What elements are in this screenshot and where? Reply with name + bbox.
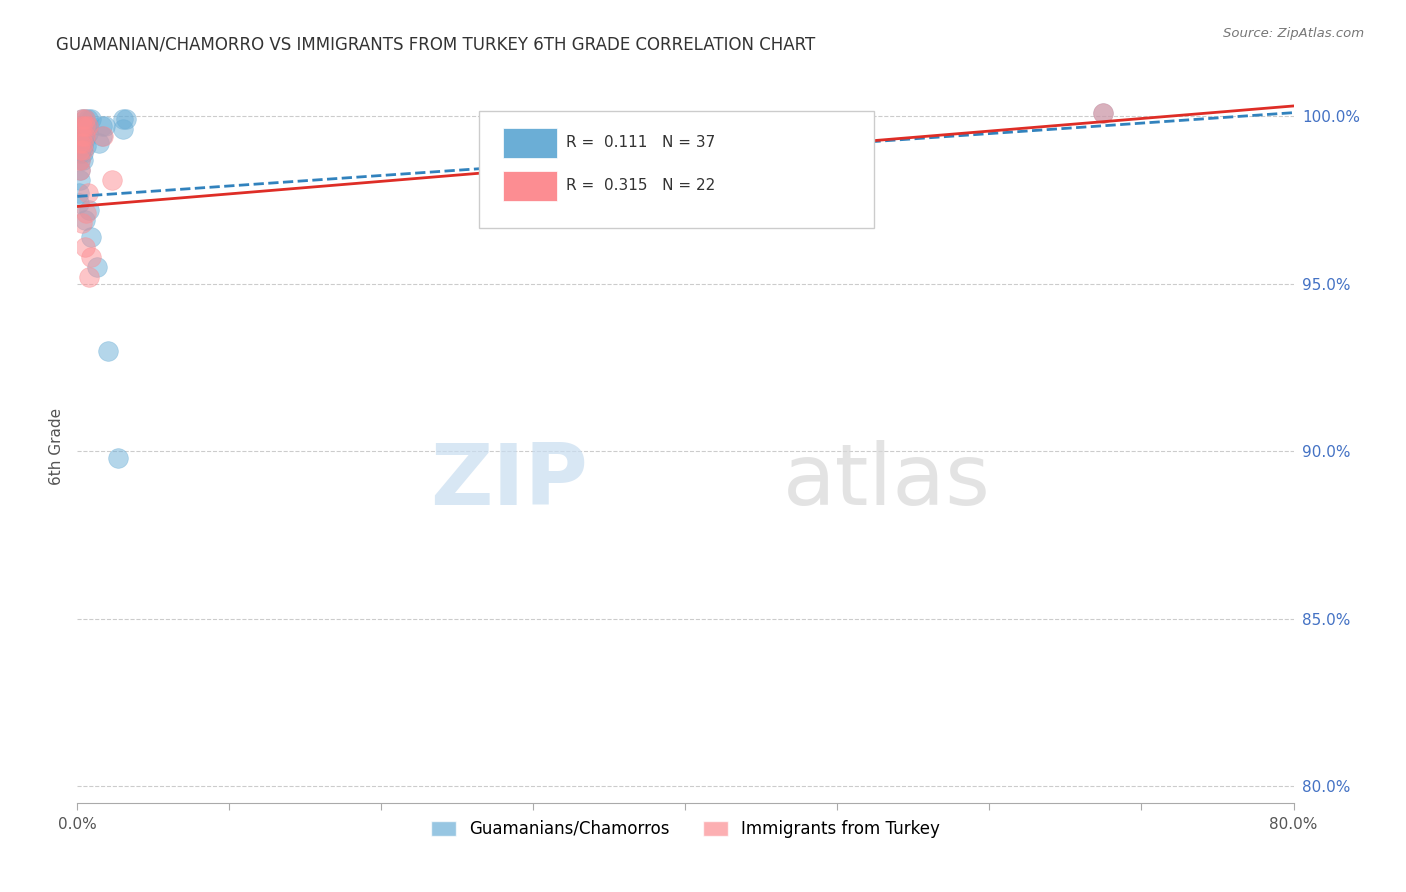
Point — [73, 119, 96, 133]
Point — [73, 240, 96, 254]
Point — [80, 250, 103, 264]
Text: GUAMANIAN/CHAMORRO VS IMMIGRANTS FROM TURKEY 6TH GRADE CORRELATION CHART: GUAMANIAN/CHAMORRO VS IMMIGRANTS FROM TU… — [56, 36, 815, 54]
Point — [67, 186, 90, 200]
FancyBboxPatch shape — [503, 171, 557, 202]
Point — [69, 136, 91, 150]
Point — [73, 212, 96, 227]
Point — [69, 162, 91, 177]
Point — [70, 129, 93, 144]
Point — [72, 153, 94, 167]
Point — [77, 112, 100, 127]
Point — [73, 112, 96, 127]
Point — [73, 126, 96, 140]
Point — [1092, 105, 1115, 120]
Point — [90, 129, 112, 144]
Point — [72, 145, 94, 160]
Point — [69, 172, 91, 186]
Point — [73, 129, 96, 144]
Point — [80, 229, 103, 244]
Point — [70, 112, 93, 127]
Point — [111, 122, 134, 136]
Point — [72, 143, 94, 157]
Point — [69, 139, 91, 153]
Point — [75, 206, 97, 220]
Point — [90, 119, 112, 133]
Text: Source: ZipAtlas.com: Source: ZipAtlas.com — [1223, 27, 1364, 40]
Point — [93, 119, 115, 133]
Point — [70, 119, 93, 133]
Point — [86, 260, 108, 274]
Point — [77, 119, 100, 133]
Point — [77, 186, 100, 200]
Point — [70, 216, 93, 230]
Point — [97, 343, 120, 358]
Point — [115, 112, 138, 127]
Y-axis label: 6th Grade: 6th Grade — [49, 408, 65, 484]
Point — [111, 112, 134, 127]
Point — [79, 269, 101, 284]
Point — [69, 143, 91, 157]
Point — [70, 119, 93, 133]
Point — [69, 162, 91, 177]
Point — [101, 172, 124, 186]
Point — [70, 126, 93, 140]
Text: R =  0.111   N = 37: R = 0.111 N = 37 — [567, 136, 716, 150]
Point — [80, 112, 103, 127]
Point — [75, 139, 97, 153]
Point — [1092, 105, 1115, 120]
FancyBboxPatch shape — [478, 111, 875, 228]
FancyBboxPatch shape — [503, 128, 557, 159]
Text: ZIP: ZIP — [430, 440, 588, 524]
Point — [77, 119, 100, 133]
Legend: Guamanians/Chamorros, Immigrants from Turkey: Guamanians/Chamorros, Immigrants from Tu… — [425, 814, 946, 845]
Point — [69, 153, 91, 167]
Text: atlas: atlas — [783, 440, 991, 524]
Point — [79, 202, 101, 217]
Point — [70, 112, 93, 127]
Point — [87, 136, 110, 150]
Point — [69, 153, 91, 167]
Point — [107, 450, 129, 465]
Point — [73, 112, 96, 127]
Point — [73, 119, 96, 133]
Point — [91, 129, 114, 144]
Point — [73, 132, 96, 146]
Point — [70, 132, 93, 146]
Text: R =  0.315   N = 22: R = 0.315 N = 22 — [567, 178, 716, 193]
Point — [69, 145, 91, 160]
Point — [67, 196, 90, 211]
Point — [77, 126, 100, 140]
Point — [72, 136, 94, 150]
Point — [72, 139, 94, 153]
